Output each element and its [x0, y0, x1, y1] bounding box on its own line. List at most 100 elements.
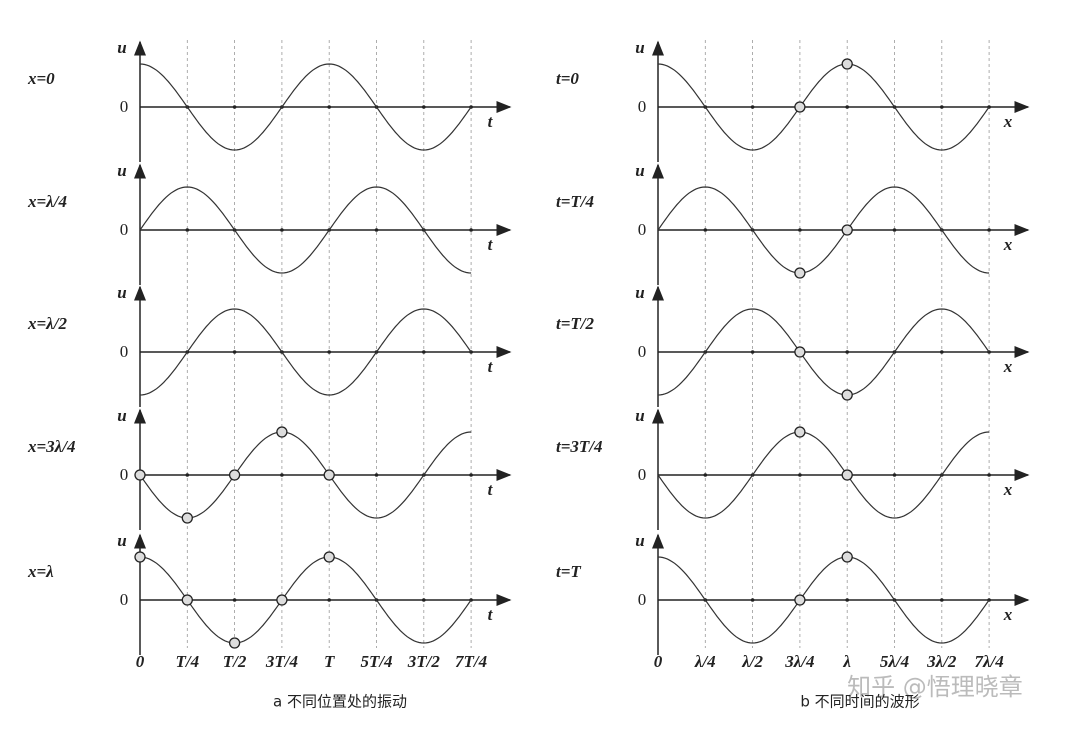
tick-label: 7λ/4 [974, 652, 1003, 671]
tick-label: 0 [654, 652, 663, 671]
tick-dot [798, 228, 802, 232]
tick-label: 3λ/2 [926, 652, 957, 671]
axis-u-label: u [635, 38, 644, 57]
axis-zero-label: 0 [638, 465, 647, 484]
wave-curve [657, 431, 990, 519]
caption: a 不同位置处的振动 [273, 693, 407, 711]
tick-label: 5λ/4 [880, 652, 909, 671]
phase-marker [134, 551, 146, 563]
phase-marker [323, 551, 335, 563]
axis-zero-label: 0 [120, 97, 129, 116]
axis-zero-label: 0 [638, 342, 647, 361]
axis-u-label: u [117, 161, 126, 180]
tick-label: 5T/4 [360, 652, 392, 671]
phase-marker [276, 594, 288, 606]
tick-dot [422, 350, 426, 354]
tick-dot [327, 105, 332, 109]
tick-label: T [324, 652, 335, 671]
wave-curve [139, 431, 472, 519]
row-label: x=λ/2 [27, 314, 67, 333]
wave-curve [657, 63, 990, 151]
axis-u-label: u [635, 283, 644, 302]
phase-marker [134, 469, 146, 481]
axis-zero-label: 0 [120, 465, 129, 484]
axis-u-label: u [117, 531, 126, 550]
phase-marker [228, 637, 241, 649]
tick-dot [232, 105, 237, 109]
tick-dot [327, 598, 332, 602]
axis-var-label: t [488, 235, 494, 254]
phase-marker [181, 512, 193, 524]
row-label: t=0 [556, 69, 579, 88]
axis-zero-label: 0 [120, 220, 129, 239]
row-label: t=T/2 [556, 314, 595, 333]
axis-u-label: u [117, 406, 126, 425]
tick-dot [422, 598, 426, 602]
tick-label: T/4 [175, 652, 199, 671]
axis-zero-label: 0 [638, 220, 647, 239]
tick-dot [374, 473, 379, 477]
tick-label: 3T/4 [265, 652, 298, 671]
wave-curve [139, 556, 472, 644]
axis-u-label: u [117, 38, 126, 57]
axis-var-label: t [488, 357, 494, 376]
tick-dot [185, 473, 190, 477]
tick-label: λ/2 [741, 652, 763, 671]
row-label: x=λ/4 [27, 192, 67, 211]
axis-var-label: t [488, 605, 494, 624]
axis-var-label: x [1003, 357, 1013, 376]
axis-var-label: x [1003, 235, 1013, 254]
axis-u-label: u [117, 283, 126, 302]
tick-dot [469, 473, 473, 477]
phase-marker [181, 594, 193, 606]
tick-dot [940, 105, 944, 109]
tick-dot [185, 228, 190, 232]
tick-dot [422, 105, 426, 109]
phase-marker [794, 101, 806, 113]
tick-label: 3T/2 [407, 652, 441, 671]
row-label: x=3λ/4 [27, 437, 75, 456]
row-label: t=T [556, 562, 581, 581]
tick-dot [987, 228, 991, 232]
tick-dot [892, 228, 897, 232]
axis-u-label: u [635, 161, 644, 180]
tick-label: λ [842, 652, 851, 671]
tick-dot [845, 598, 849, 602]
tick-dot [940, 350, 944, 354]
wave-curve [657, 556, 990, 644]
tick-dot [987, 473, 991, 477]
tick-label: 0 [136, 652, 145, 671]
tick-label: T/2 [223, 652, 247, 671]
tick-dot [940, 598, 944, 602]
row-label: x=0 [27, 69, 55, 88]
tick-dot [280, 473, 284, 477]
axis-var-label: x [1003, 605, 1013, 624]
row-label: x=λ [27, 562, 54, 581]
tick-dot [374, 228, 379, 232]
wave-curve [139, 63, 472, 151]
wave-curve [657, 186, 990, 274]
phase-marker [323, 469, 335, 481]
axis-zero-label: 0 [120, 342, 129, 361]
wave-curve [657, 308, 990, 396]
tick-label: 3λ/4 [784, 652, 814, 671]
watermark: 知乎 @悟理晓章 [847, 673, 1023, 701]
tick-dot [750, 105, 755, 109]
tick-dot [750, 350, 755, 354]
wave-curve [139, 186, 472, 274]
axis-var-label: t [488, 480, 494, 499]
phase-marker [841, 469, 853, 481]
tick-dot [750, 598, 755, 602]
tick-label: λ/4 [694, 652, 716, 671]
axis-zero-label: 0 [638, 97, 647, 116]
phase-marker [794, 426, 806, 438]
wave-curve [139, 308, 472, 396]
axis-u-label: u [635, 406, 644, 425]
row-label: t=T/4 [556, 192, 594, 211]
row-label: t=3T/4 [556, 437, 603, 456]
axis-zero-label: 0 [638, 590, 647, 609]
tick-dot [327, 350, 332, 354]
phase-marker [841, 389, 853, 401]
tick-dot [469, 228, 473, 232]
